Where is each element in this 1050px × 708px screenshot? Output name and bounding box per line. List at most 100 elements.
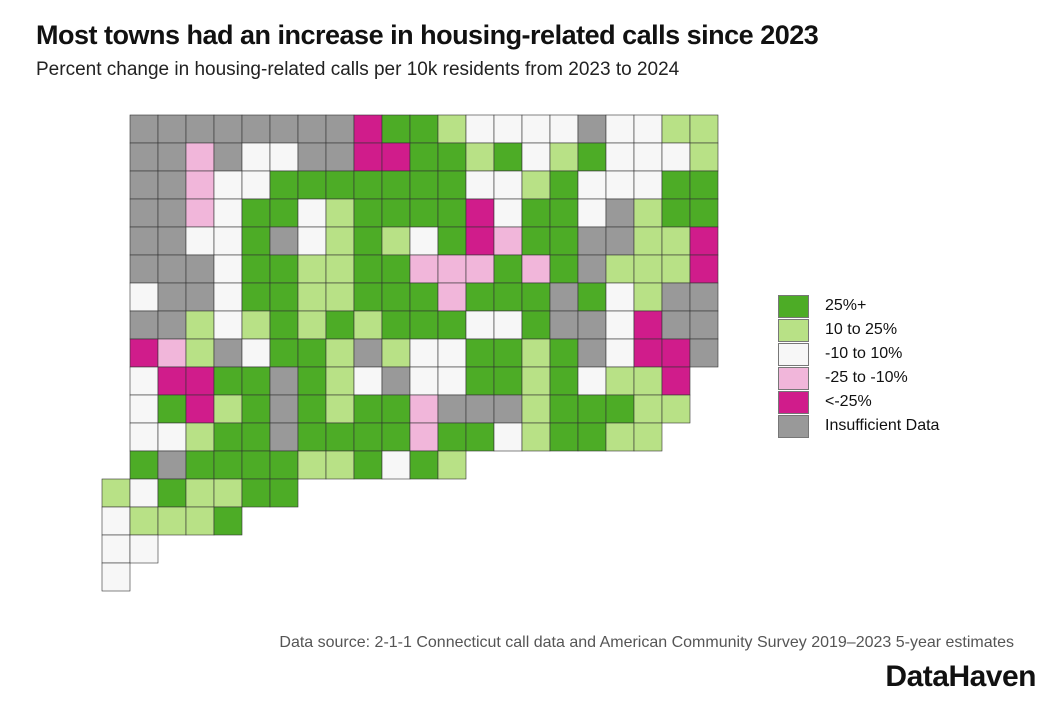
town-shape bbox=[213, 198, 243, 228]
town-shape bbox=[465, 310, 495, 340]
town-shape bbox=[605, 142, 635, 172]
town-shape bbox=[437, 366, 467, 396]
town-shape bbox=[381, 226, 411, 256]
town-shape bbox=[409, 198, 439, 228]
town-shape bbox=[521, 226, 551, 256]
town-shape bbox=[185, 338, 215, 368]
town-shape bbox=[353, 310, 383, 340]
town-shape bbox=[157, 506, 187, 536]
town-shape bbox=[157, 422, 187, 452]
town-shape bbox=[437, 450, 467, 480]
town-shape bbox=[325, 198, 355, 228]
town-shape bbox=[297, 310, 327, 340]
legend-swatch bbox=[778, 318, 809, 342]
town-shape bbox=[409, 170, 439, 200]
town-shape bbox=[353, 114, 383, 144]
town-shape bbox=[689, 114, 719, 144]
town-shape bbox=[521, 198, 551, 228]
town-shape bbox=[437, 114, 467, 144]
town-shape bbox=[353, 198, 383, 228]
legend-label: 10 to 25% bbox=[825, 321, 898, 338]
town-shape bbox=[157, 170, 187, 200]
town-shape bbox=[213, 282, 243, 312]
town-shape bbox=[353, 142, 383, 172]
town-shape bbox=[297, 422, 327, 452]
town-shape bbox=[213, 506, 243, 536]
legend-label: 25%+ bbox=[825, 297, 867, 314]
town-shape bbox=[633, 170, 663, 200]
town-shape bbox=[269, 114, 299, 144]
town-shape bbox=[241, 478, 271, 508]
town-shape bbox=[353, 170, 383, 200]
town-shape bbox=[549, 310, 579, 340]
town-shape bbox=[129, 254, 159, 284]
town-shape bbox=[409, 366, 439, 396]
town-shape bbox=[325, 338, 355, 368]
town-shape bbox=[493, 226, 523, 256]
town-shape bbox=[661, 114, 691, 144]
town-shape bbox=[157, 282, 187, 312]
town-shape bbox=[689, 282, 719, 312]
town-shape bbox=[325, 254, 355, 284]
town-shape bbox=[325, 226, 355, 256]
town-shape bbox=[465, 142, 495, 172]
town-shape bbox=[129, 114, 159, 144]
town-shape bbox=[521, 282, 551, 312]
town-shape bbox=[269, 478, 299, 508]
town-shape bbox=[493, 422, 523, 452]
town-shape bbox=[493, 394, 523, 424]
town-shape bbox=[185, 310, 215, 340]
town-shape bbox=[269, 226, 299, 256]
town-shape bbox=[325, 142, 355, 172]
town-shape bbox=[577, 338, 607, 368]
town-shape bbox=[241, 338, 271, 368]
town-shape bbox=[437, 282, 467, 312]
town-shape bbox=[521, 394, 551, 424]
town-shape bbox=[269, 338, 299, 368]
town-shape bbox=[493, 282, 523, 312]
town-shape bbox=[577, 142, 607, 172]
town-shape bbox=[661, 198, 691, 228]
town-shape bbox=[409, 226, 439, 256]
town-shape bbox=[633, 254, 663, 284]
town-shape bbox=[297, 450, 327, 480]
town-shape bbox=[493, 338, 523, 368]
legend-label: <-25% bbox=[825, 393, 872, 410]
town-shape bbox=[409, 394, 439, 424]
town-shape bbox=[241, 198, 271, 228]
town-shape bbox=[605, 338, 635, 368]
town-shape bbox=[101, 478, 131, 508]
town-shape bbox=[185, 198, 215, 228]
legend-label: Insufficient Data bbox=[825, 417, 940, 434]
town-shape bbox=[605, 282, 635, 312]
town-shape bbox=[689, 254, 719, 284]
town-shape bbox=[213, 226, 243, 256]
town-shape bbox=[549, 338, 579, 368]
town-shape bbox=[325, 394, 355, 424]
town-shape bbox=[297, 226, 327, 256]
legend: 25%+ 10 to 25% -10 to 10% -25 to -10% <-… bbox=[778, 294, 939, 438]
town-shape bbox=[269, 422, 299, 452]
town-shape bbox=[297, 142, 327, 172]
town-shape bbox=[129, 506, 159, 536]
town-shape bbox=[661, 142, 691, 172]
town-shape bbox=[689, 338, 719, 368]
town-shape bbox=[185, 142, 215, 172]
town-shape bbox=[381, 366, 411, 396]
town-shape bbox=[129, 534, 159, 564]
town-shape bbox=[213, 450, 243, 480]
town-shape bbox=[549, 198, 579, 228]
town-shape bbox=[549, 142, 579, 172]
town-shape bbox=[521, 366, 551, 396]
town-shape bbox=[381, 170, 411, 200]
town-shape bbox=[129, 478, 159, 508]
town-shape bbox=[465, 366, 495, 396]
town-shape bbox=[381, 282, 411, 312]
town-shape bbox=[521, 422, 551, 452]
town-shape bbox=[129, 170, 159, 200]
town-shape bbox=[689, 226, 719, 256]
legend-swatch bbox=[778, 390, 809, 414]
town-shape bbox=[213, 422, 243, 452]
